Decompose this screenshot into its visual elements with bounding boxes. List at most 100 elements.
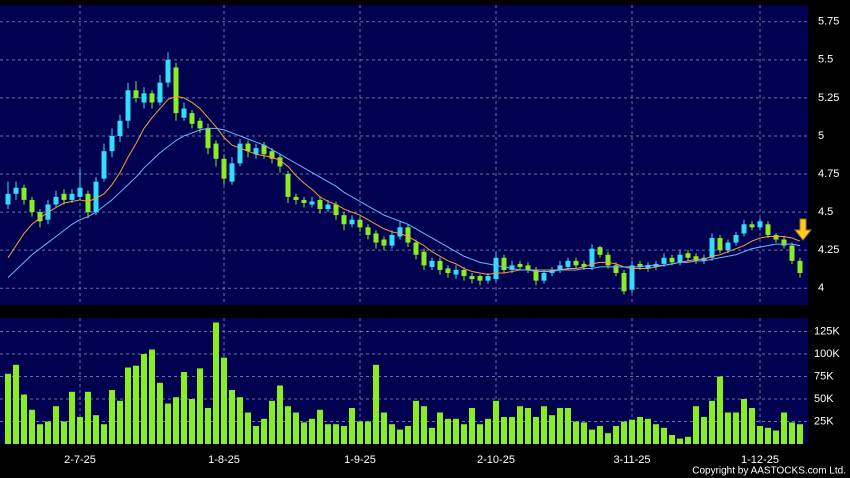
volume-bar bbox=[589, 429, 595, 444]
candle-body bbox=[597, 247, 603, 255]
volume-bar bbox=[13, 364, 19, 444]
y-tick-label: 4 bbox=[818, 282, 824, 294]
candle-body bbox=[69, 193, 75, 200]
volume-bar bbox=[709, 400, 715, 444]
volume-bar bbox=[317, 409, 323, 444]
volume-bar bbox=[37, 424, 43, 444]
candle-body bbox=[637, 263, 643, 267]
candle-body bbox=[229, 163, 235, 182]
candle-body bbox=[365, 227, 371, 235]
candle-body bbox=[741, 224, 747, 234]
candle-body bbox=[301, 199, 307, 203]
volume-bar bbox=[613, 426, 619, 444]
candle-body bbox=[357, 219, 363, 228]
volume-bar bbox=[645, 418, 651, 444]
candle-body bbox=[781, 239, 787, 246]
volume-bar bbox=[429, 427, 435, 444]
candle-body bbox=[461, 269, 467, 277]
candle-body bbox=[517, 263, 523, 267]
volume-bar bbox=[797, 424, 803, 444]
plot-layer: 4 4.25 4.5 4.75 5 5.25 5.5 5.75 25K 50K 75K 100K 125… bbox=[0, 5, 840, 466]
volume-bar bbox=[725, 412, 731, 444]
candle-body bbox=[189, 113, 195, 124]
candle-body bbox=[493, 257, 499, 280]
candle-body bbox=[133, 90, 139, 98]
volume-bar bbox=[229, 390, 235, 444]
candle-body bbox=[605, 254, 611, 266]
volume-bar bbox=[213, 322, 219, 444]
candle-body bbox=[773, 234, 779, 240]
volume-bar bbox=[405, 426, 411, 444]
candle-body bbox=[429, 260, 435, 267]
candle-body bbox=[733, 234, 739, 243]
volume-bar bbox=[557, 408, 563, 444]
volume-bar bbox=[85, 391, 91, 444]
volume-bar bbox=[109, 390, 115, 444]
y-tick-label: 5 bbox=[818, 130, 824, 142]
volume-bar bbox=[117, 400, 123, 444]
volume-bar bbox=[621, 421, 627, 444]
volume-bar bbox=[677, 438, 683, 444]
volume-bar bbox=[285, 406, 291, 444]
volume-bar bbox=[101, 424, 107, 444]
volume-bar bbox=[293, 412, 299, 444]
candle-body bbox=[685, 253, 691, 258]
volume-bar bbox=[189, 399, 195, 444]
candle-body bbox=[709, 237, 715, 258]
volume-bar bbox=[565, 408, 571, 444]
candle-body bbox=[725, 242, 731, 251]
candle-body bbox=[485, 276, 491, 281]
volume-bar bbox=[749, 408, 755, 444]
candle-body bbox=[477, 276, 483, 281]
volume-bar bbox=[205, 408, 211, 444]
candle-body bbox=[165, 59, 171, 83]
y-tick-label: 4.25 bbox=[818, 244, 839, 256]
volume-bar bbox=[365, 421, 371, 444]
volume-bar bbox=[45, 421, 51, 444]
candle-body bbox=[245, 143, 251, 152]
candle-body bbox=[581, 263, 587, 267]
volume-bar bbox=[717, 376, 723, 444]
candle-body bbox=[349, 219, 355, 225]
volume-bar bbox=[781, 412, 787, 444]
candle-body bbox=[661, 257, 667, 264]
volume-bar bbox=[413, 400, 419, 444]
candle-body bbox=[645, 265, 651, 269]
y-tick-label: 4.75 bbox=[818, 168, 839, 180]
candle-body bbox=[309, 201, 315, 205]
volume-bar bbox=[765, 427, 771, 444]
volume-bar bbox=[597, 426, 603, 444]
candle-body bbox=[29, 199, 35, 213]
volume-bar bbox=[237, 397, 243, 444]
volume-bar bbox=[173, 397, 179, 444]
volume-bar bbox=[733, 412, 739, 444]
volume-bar bbox=[661, 427, 667, 444]
volume-bar bbox=[485, 418, 491, 444]
candle-body bbox=[197, 120, 203, 129]
volume-bar bbox=[469, 408, 475, 444]
volume-bar bbox=[517, 406, 523, 444]
candle-body bbox=[453, 269, 459, 275]
volume-bar bbox=[301, 422, 307, 444]
volume-bar bbox=[773, 430, 779, 444]
candle-body bbox=[37, 212, 43, 222]
candle-body bbox=[405, 227, 411, 243]
candle-body bbox=[157, 82, 163, 103]
volume-bar bbox=[325, 424, 331, 444]
volume-bar bbox=[21, 394, 27, 444]
candle-body bbox=[21, 187, 27, 200]
y-tick-label: 25K bbox=[814, 415, 834, 427]
volume-bar bbox=[269, 400, 275, 444]
candle-body bbox=[533, 269, 539, 281]
volume-bar bbox=[501, 417, 507, 444]
candle-body bbox=[509, 265, 515, 270]
candle-body bbox=[93, 181, 99, 213]
volume-bar bbox=[693, 406, 699, 444]
candle-body bbox=[677, 254, 683, 263]
volume-bar bbox=[629, 419, 635, 444]
volume-bar bbox=[453, 418, 459, 444]
volume-bar bbox=[669, 435, 675, 444]
candle-body bbox=[541, 273, 547, 281]
